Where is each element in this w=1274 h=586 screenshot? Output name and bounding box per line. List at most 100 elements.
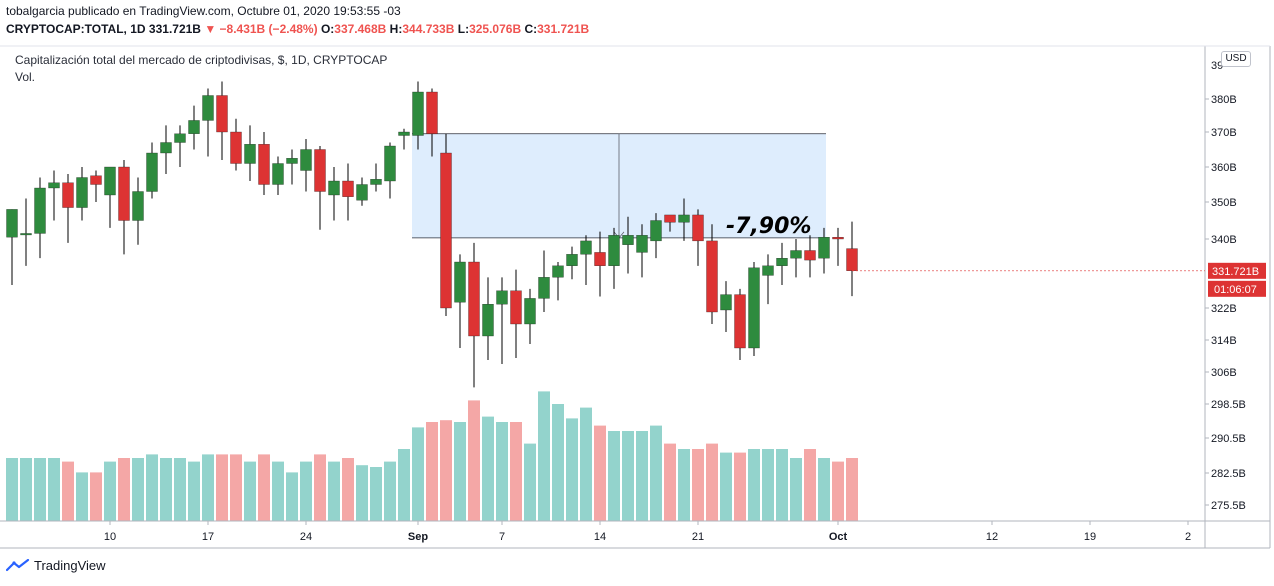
volume-bar [314,454,326,521]
close-value: 331.721B [537,22,590,36]
x-tick-label: 7 [499,531,505,543]
high-label: H: [389,22,403,36]
volume-bar [258,454,270,521]
y-tick-label: 306B [1211,367,1237,379]
tradingview-brand: TradingView [34,558,106,573]
candle-body [594,252,606,266]
candle-body [258,144,270,185]
volume-bar [426,422,438,521]
candle-body [748,267,760,349]
x-tick-label: Oct [829,531,848,543]
volume-bar [650,425,662,521]
volume-bar [804,449,816,521]
symbol-label: CRYPTOCAP:TOTAL, 1D [6,22,146,36]
candle-body [230,131,242,164]
candle-body [356,184,368,201]
volume-bar [496,422,508,521]
x-tick-label: 21 [692,531,704,543]
candle-body [454,261,466,303]
candle-body [132,191,144,221]
tradingview-footer[interactable]: TradingView [6,558,106,573]
y-tick-label: 370B [1211,127,1237,139]
volume-bar [174,458,186,521]
candle-body [566,254,578,266]
volume-bar [846,458,858,521]
candle-body [706,240,718,313]
volume-bar [594,425,606,521]
volume-bar [244,461,256,521]
last-price-text: 331.721B [1212,266,1259,278]
chart-title: Capitalización total del mercado de crip… [15,53,387,67]
measure-percent-label: -7,90% [726,214,811,239]
volume-bar [6,458,18,521]
volume-bar [622,431,634,521]
x-tick-label: 2 [1185,531,1191,543]
y-tick-label-top: 39 [1211,60,1223,72]
volume-bar [790,458,802,521]
volume-bar [608,431,620,521]
candle-body [76,177,88,208]
candle-body [538,277,550,299]
volume-bar [678,449,690,521]
candle-body [104,166,116,196]
volume-bar [762,449,774,521]
low-label: L: [457,22,470,36]
candle-body [846,248,858,271]
candle-body [692,214,704,242]
volume-bar [482,416,494,521]
candle-body [790,250,802,259]
volume-bar [118,458,130,521]
volume-bar [552,404,564,521]
close-label: C: [524,22,538,36]
volume-bar [398,449,410,521]
candle-body [496,290,508,305]
open-label: O: [320,22,335,36]
last-price-value: 331.721B [148,22,201,36]
volume-bar [48,458,60,521]
candle-body [762,265,774,276]
candle-body [412,91,424,136]
low-value: 325.076B [469,22,522,36]
volume-bar [20,458,32,521]
candle-body [426,91,438,134]
volume-bar [832,461,844,521]
countdown-text: 01:06:07 [1214,284,1257,296]
volume-bar [566,418,578,521]
y-tick-label: 314B [1211,335,1237,347]
volume-bar [510,422,522,521]
candle-body [216,95,228,133]
y-tick-label: 350B [1211,197,1237,209]
candle-body [188,120,200,134]
volume-label: Vol. [15,70,35,84]
x-tick-label: Sep [408,531,428,543]
volume-bar [580,407,592,521]
x-tick-label: 17 [202,531,214,543]
volume-bar [734,452,746,521]
y-tick-label: 340B [1211,234,1237,246]
candle-body [272,163,284,185]
candle-body [720,294,732,311]
currency-button[interactable]: USD [1221,51,1251,67]
volume-bar [216,454,228,521]
candle-body [342,180,354,197]
candle-body [636,235,648,253]
candle-body [734,294,746,349]
volume-bar [146,454,158,521]
candle-body [370,179,382,185]
y-tick-label: 322B [1211,303,1237,315]
volume-bar [664,443,676,521]
volume-bar [370,467,382,521]
candle-body [146,152,158,192]
ohlc-legend: CRYPTOCAP:TOTAL, 1D 331.721B ▼ −8.431B (… [6,22,589,36]
candle-body [650,220,662,242]
y-tick-label: 290.5B [1211,433,1246,445]
volume-bar [706,443,718,521]
change-value: ▼ −8.431B (−2.48%) [204,22,318,36]
candle-body [328,180,340,196]
candle-body [552,265,564,278]
candle-body [510,290,522,325]
candle-body [524,298,536,325]
x-tick-label: 10 [104,531,116,543]
x-tick-label: 19 [1084,531,1096,543]
